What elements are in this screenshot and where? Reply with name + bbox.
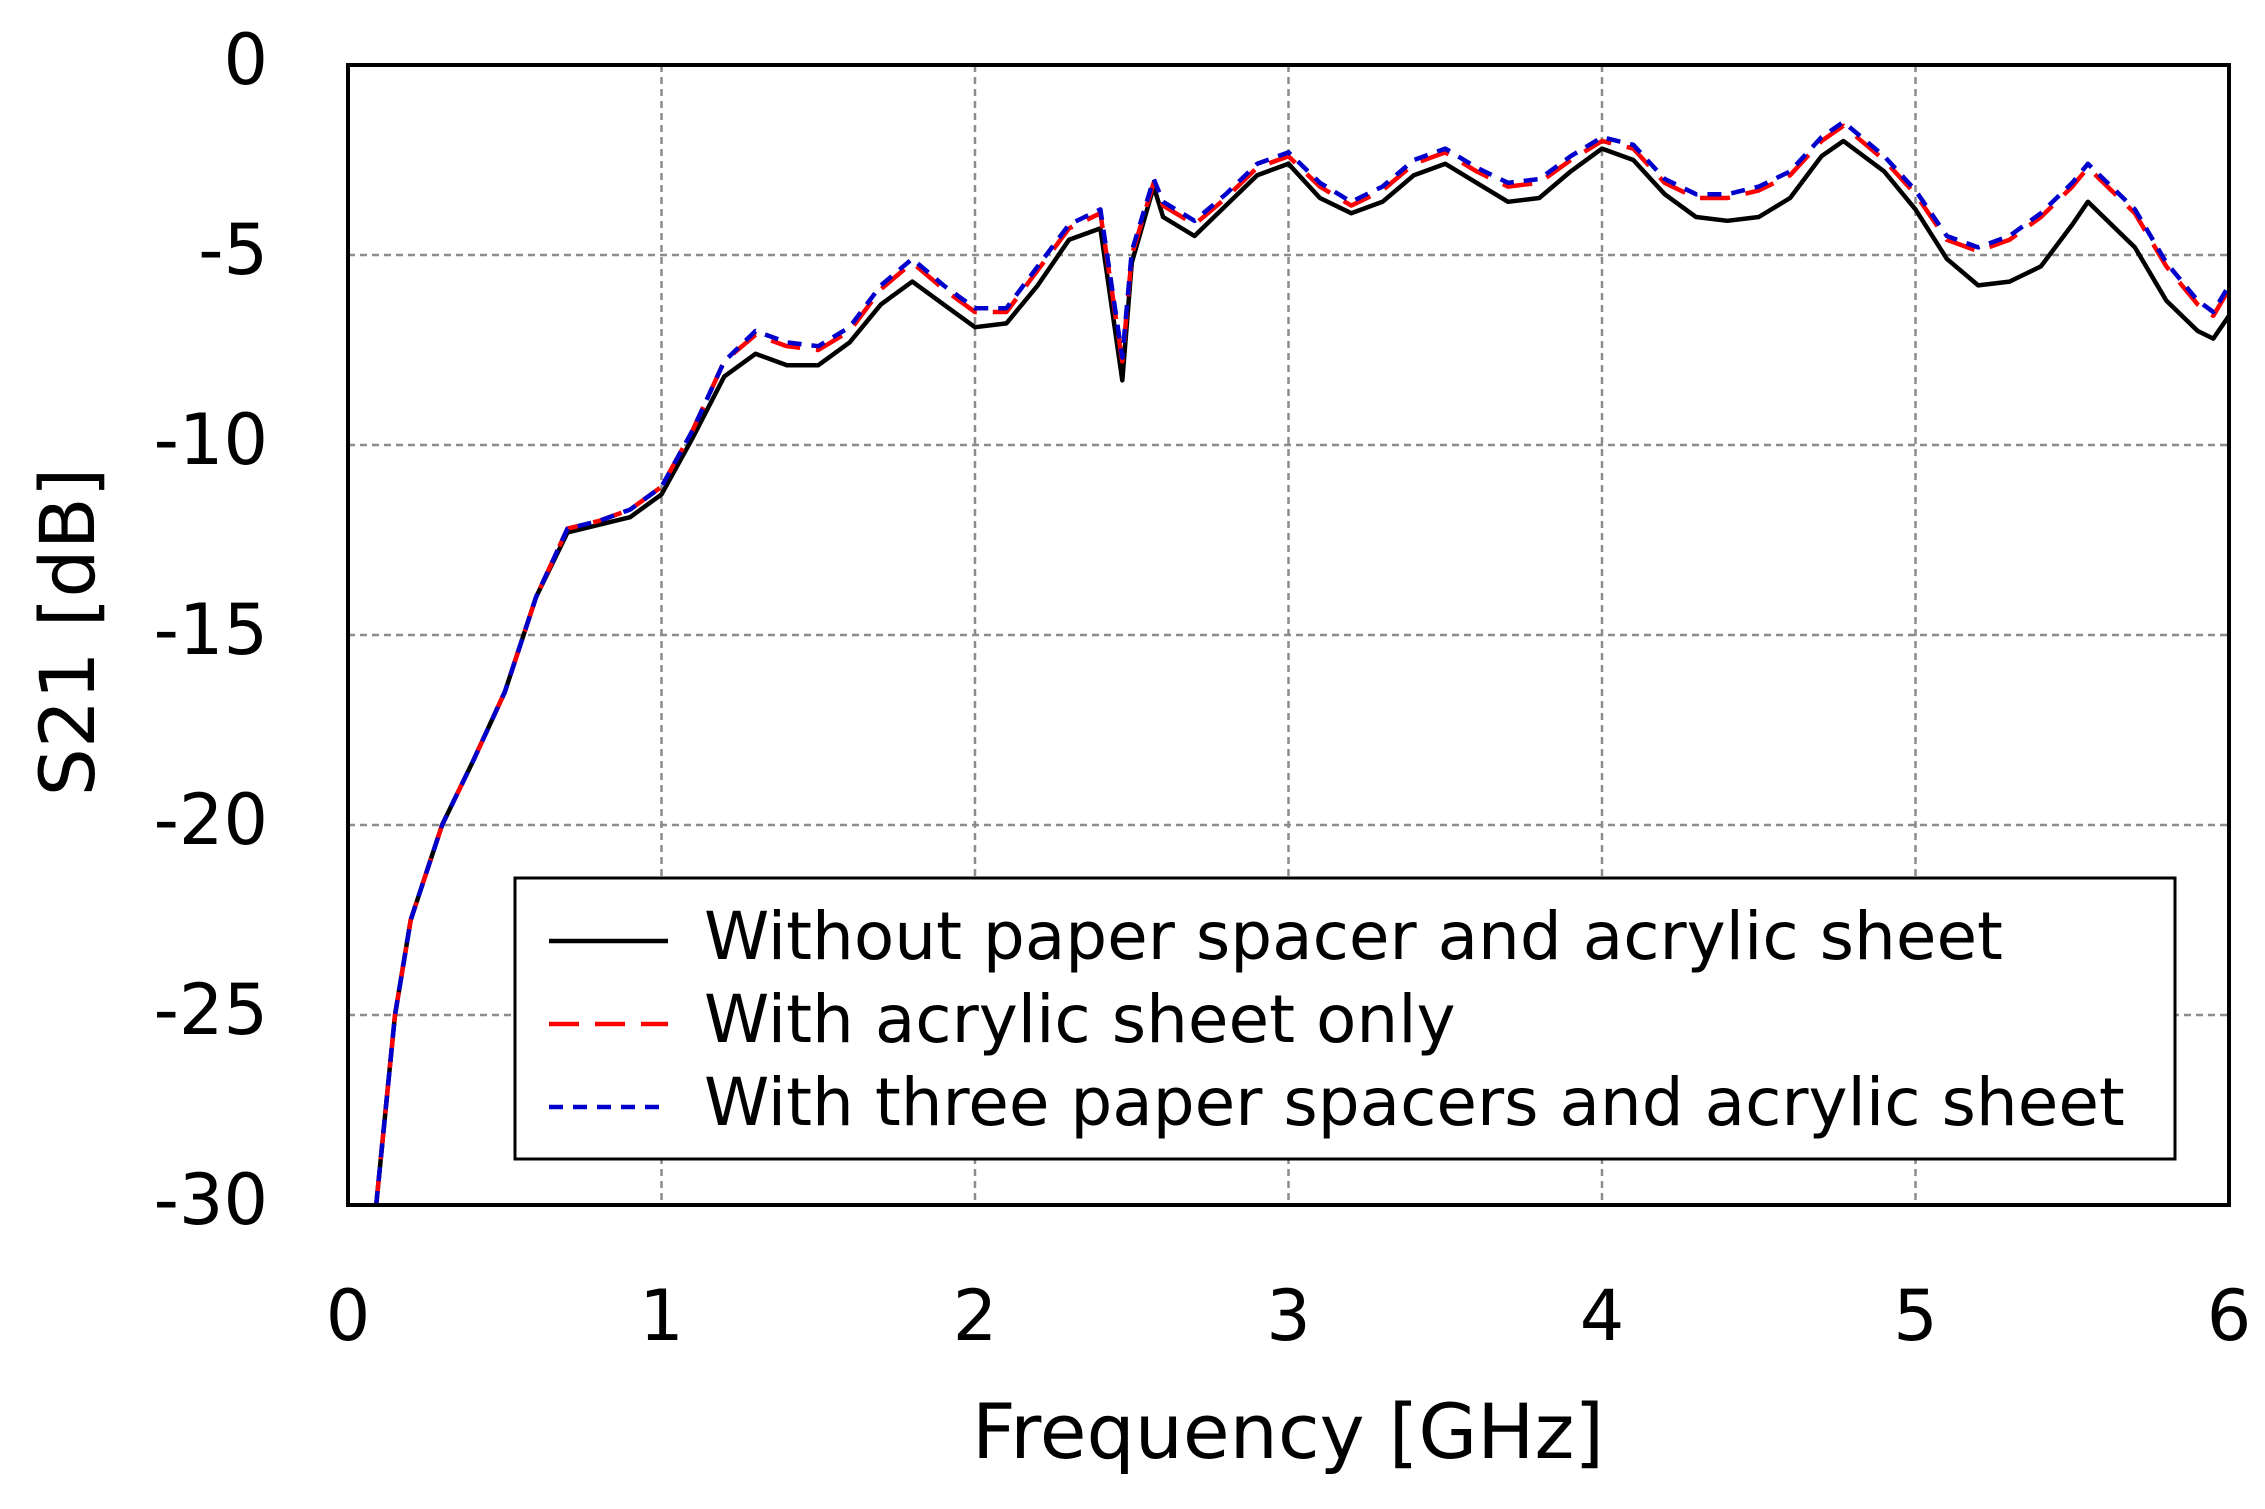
x-tick-label: 2 [953,1275,998,1357]
series-line [373,138,2229,1205]
y-tick-label: 0 [223,19,268,101]
x-tick-label: 5 [1893,1275,1938,1357]
legend-label: With three paper spacers and acrylic she… [704,1064,2125,1141]
x-tick-label: 0 [326,1275,371,1357]
y-tick-label: -30 [154,1159,268,1241]
y-tick-label: -25 [154,969,268,1051]
series-line [373,119,2229,1205]
y-axis-label: S21 [dB] [23,468,112,797]
x-tick-label: 1 [639,1275,684,1357]
plot-frame [346,63,2231,1207]
y-tick-label: -20 [154,779,268,861]
x-tick-label: 3 [1266,1275,1311,1357]
x-tick-label: 4 [1580,1275,1625,1357]
y-tick-label: -10 [154,399,268,481]
legend: Without paper spacer and acrylic sheetWi… [513,876,2177,1161]
legend-box [513,876,2177,1161]
legend-label: Without paper spacer and acrylic sheet [704,898,2003,975]
y-tick-label: -15 [154,589,268,671]
y-tick-label: -5 [198,209,268,291]
x-axis-label: Frequency [GHz] [972,1387,1604,1476]
x-tick-label: 6 [2207,1275,2252,1357]
legend-label: With acrylic sheet only [704,981,1456,1058]
